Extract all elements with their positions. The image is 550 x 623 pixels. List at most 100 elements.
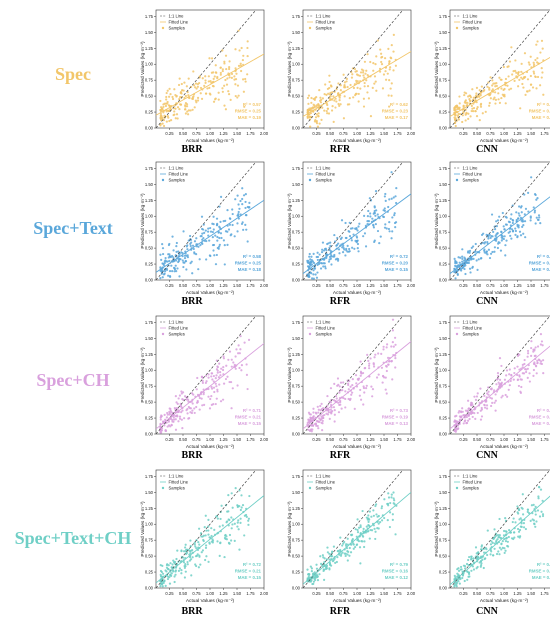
sample-point (310, 567, 313, 570)
scatter-panel-spec-text-ch-brr: 0.000.250.500.751.001.251.501.750.25 0.50… (140, 469, 269, 604)
y-tick-label: 0.50 (439, 246, 448, 251)
sample-point (185, 85, 188, 88)
sample-point (322, 265, 325, 268)
sample-point (322, 249, 326, 252)
sample-point (314, 411, 318, 414)
y-tick-label: 1.25 (439, 352, 448, 357)
sample-point (321, 422, 324, 425)
sample-point (183, 395, 187, 398)
sample-point (328, 249, 331, 252)
sample-point (208, 254, 211, 257)
sample-point (334, 106, 337, 109)
sample-point (364, 245, 368, 248)
sample-point (392, 33, 395, 36)
sample-point (504, 244, 507, 247)
sample-point (341, 544, 344, 547)
sample-point (168, 242, 171, 246)
legend-label: 1:1 Line (169, 474, 185, 479)
sample-point (214, 402, 217, 406)
sample-point (457, 118, 461, 121)
legend-label: Fitted Line (169, 326, 189, 331)
sample-point (467, 407, 471, 410)
sample-point (166, 100, 169, 104)
sample-point (524, 207, 528, 210)
sample-point (332, 406, 336, 409)
sample-point (162, 252, 165, 256)
sample-point (363, 391, 366, 394)
sample-point (199, 243, 202, 247)
sample-point (478, 95, 481, 98)
sample-point (534, 58, 537, 62)
sample-point (394, 343, 397, 346)
sample-point (457, 112, 460, 115)
sample-point (309, 125, 312, 128)
x-tick-label: 1.25 (366, 591, 375, 596)
y-tick-label: 1.50 (292, 182, 301, 187)
sample-point (168, 119, 171, 123)
sample-point (461, 114, 464, 117)
sample-point (168, 87, 171, 90)
sample-point (489, 76, 492, 79)
sample-point (380, 52, 383, 55)
sample-point (501, 394, 504, 397)
sample-point (238, 489, 241, 492)
sample-point (177, 83, 181, 87)
sample-point (334, 97, 337, 100)
legend-label: 1:1 Line (316, 14, 332, 19)
sample-point (191, 96, 195, 99)
sample-point (532, 519, 536, 522)
sample-point (354, 528, 357, 531)
sample-point (218, 383, 221, 386)
sample-point (498, 546, 501, 549)
sample-point (362, 527, 365, 531)
sample-point (308, 252, 311, 256)
sample-point (527, 210, 530, 213)
sample-point (498, 357, 502, 360)
sample-point (219, 73, 222, 76)
sample-point (328, 80, 331, 84)
sample-point (355, 543, 359, 546)
sample-point (316, 420, 319, 423)
sample-point (500, 364, 503, 368)
x-tick-label: 1.00 (206, 283, 215, 288)
sample-point (476, 106, 479, 109)
sample-point (175, 113, 179, 116)
sample-point (307, 411, 311, 414)
sample-point (239, 199, 242, 203)
sample-point (345, 77, 349, 81)
sample-point (169, 425, 172, 428)
sample-point (456, 273, 459, 277)
legend-label: 1:1 Line (316, 320, 332, 325)
sample-point (212, 374, 215, 378)
sample-point (318, 253, 321, 256)
sample-point (172, 256, 175, 259)
sample-point (347, 383, 350, 387)
sample-point (309, 262, 312, 265)
sample-point (319, 555, 322, 558)
sample-point (184, 260, 187, 263)
legend-label: Samples (169, 486, 185, 491)
sample-point (179, 103, 183, 106)
sample-point (332, 120, 335, 123)
sample-point (336, 236, 339, 240)
sample-point (241, 78, 245, 81)
sample-point (243, 341, 246, 344)
sample-point (186, 110, 189, 113)
sample-point (314, 116, 318, 119)
sample-point (319, 562, 323, 566)
y-tick-label: 0.25 (439, 570, 448, 575)
sample-point (475, 557, 478, 560)
sample-point (204, 381, 207, 385)
x-tick-label: 0.25 (312, 437, 321, 442)
x-tick-label: 1.00 (353, 437, 362, 442)
sample-point (366, 85, 370, 88)
sample-point (205, 239, 208, 243)
sample-point (388, 511, 392, 514)
sample-point (524, 236, 527, 239)
sample-point (228, 60, 231, 63)
sample-point (358, 394, 361, 397)
x-tick-label: 1.25 (219, 591, 228, 596)
sample-point (159, 266, 162, 269)
